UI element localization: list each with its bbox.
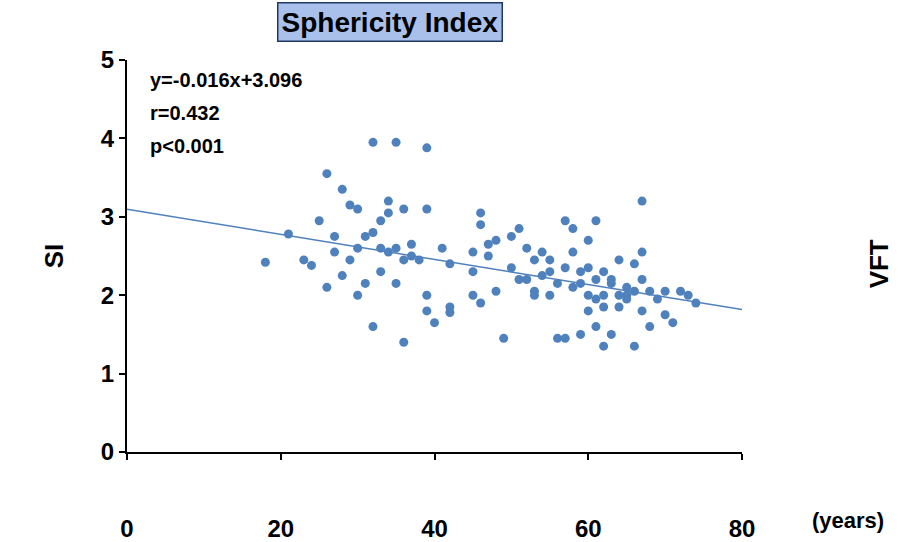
svg-text:20: 20 [267,515,294,542]
svg-text:Sphericity Index: Sphericity Index [282,7,499,38]
svg-text:0: 0 [101,438,114,465]
svg-text:VFT: VFT [864,239,894,288]
svg-text:4: 4 [101,125,115,152]
svg-text:3: 3 [101,203,114,230]
svg-text:(years): (years) [812,508,884,533]
svg-text:5: 5 [101,46,114,73]
svg-text:r=0.432: r=0.432 [150,102,220,124]
svg-text:p<0.001: p<0.001 [150,135,224,157]
svg-text:80: 80 [729,515,756,542]
svg-text:SI: SI [39,244,69,269]
svg-text:60: 60 [575,515,602,542]
svg-text:2: 2 [101,282,114,309]
svg-text:0: 0 [120,515,133,542]
svg-text:40: 40 [421,515,448,542]
svg-text:1: 1 [101,360,114,387]
svg-text:y=-0.016x+3.096: y=-0.016x+3.096 [150,69,302,91]
